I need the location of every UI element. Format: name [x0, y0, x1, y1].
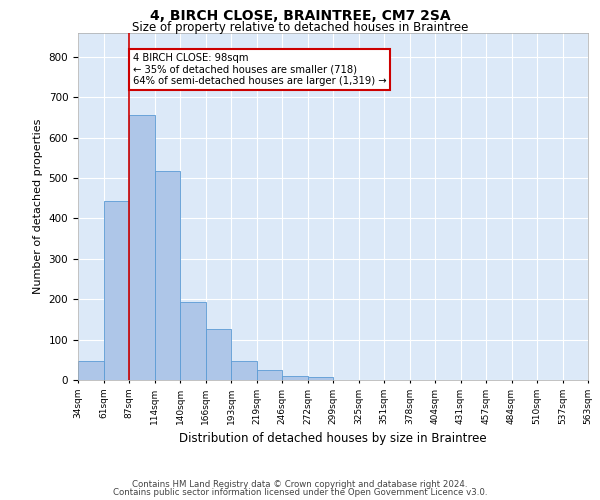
- Bar: [155, 170, 180, 380]
- Bar: [282, 376, 308, 380]
- Text: Contains HM Land Registry data © Crown copyright and database right 2024.: Contains HM Land Registry data © Crown c…: [132, 480, 468, 489]
- Y-axis label: Number of detached properties: Number of detached properties: [33, 118, 43, 294]
- Text: 4 BIRCH CLOSE: 98sqm
← 35% of detached houses are smaller (718)
64% of semi-deta: 4 BIRCH CLOSE: 98sqm ← 35% of detached h…: [133, 52, 386, 86]
- Bar: [129, 114, 155, 380]
- Text: Contains public sector information licensed under the Open Government Licence v3: Contains public sector information licen…: [113, 488, 487, 497]
- Bar: [104, 200, 129, 380]
- Text: 4, BIRCH CLOSE, BRAINTREE, CM7 2SA: 4, BIRCH CLOSE, BRAINTREE, CM7 2SA: [149, 9, 451, 23]
- Bar: [231, 360, 257, 380]
- X-axis label: Distribution of detached houses by size in Braintree: Distribution of detached houses by size …: [179, 432, 487, 446]
- Bar: [78, 361, 104, 380]
- Bar: [180, 302, 205, 380]
- Text: Size of property relative to detached houses in Braintree: Size of property relative to detached ho…: [132, 21, 468, 34]
- Bar: [257, 370, 282, 380]
- Bar: [308, 377, 333, 380]
- Bar: [205, 329, 231, 380]
